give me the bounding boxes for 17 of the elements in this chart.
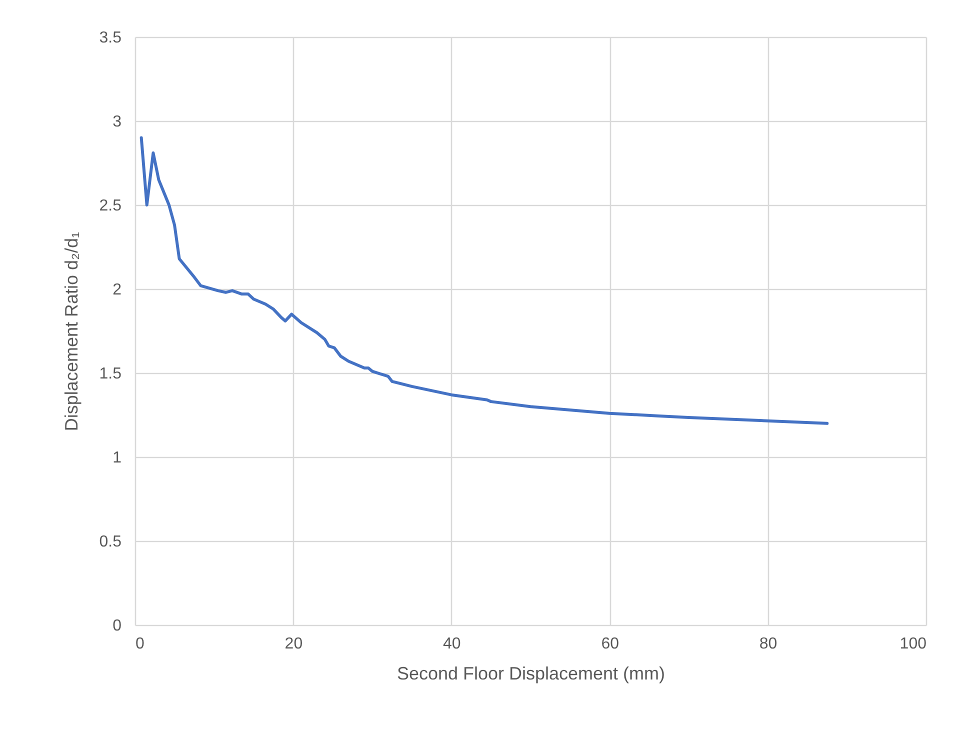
y-tick-label: 1 [112, 450, 122, 466]
x-tick-label: 20 [284, 636, 303, 652]
y-tick-label: 2 [112, 282, 122, 298]
x-tick-label: 60 [601, 636, 620, 652]
x-tick-label: 40 [443, 636, 461, 652]
line-series [140, 136, 829, 425]
y-tick-label: 3 [112, 114, 122, 130]
x-tick-label: 100 [900, 636, 927, 652]
y-tick-label: 0 [112, 618, 122, 634]
x-tick-label: 0 [136, 636, 144, 652]
y-tick-label: 2.5 [99, 198, 122, 214]
y-tick-label: 1.5 [99, 366, 122, 382]
y-tick-label: 0.5 [99, 534, 122, 550]
y-tick-label: 3.5 [99, 30, 122, 46]
y-axis-title: Displacement Ratio d₂/d₁ [61, 232, 82, 432]
x-tick-label: 80 [759, 636, 778, 652]
x-axis-title: Second Floor Displacement (mm) [396, 664, 666, 684]
